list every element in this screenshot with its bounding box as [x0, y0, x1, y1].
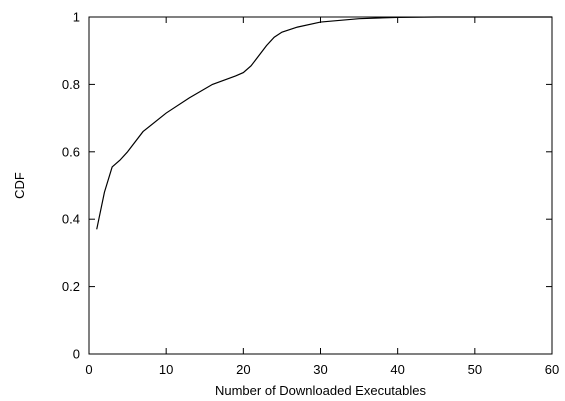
cdf-series-line — [96, 16, 552, 230]
x-tick-label: 30 — [313, 362, 327, 377]
plot-frame — [88, 16, 553, 355]
x-axis-label: Number of Downloaded Executables — [215, 383, 427, 398]
x-tick-label: 50 — [468, 362, 482, 377]
y-tick-label: 0 — [73, 347, 80, 362]
x-tick-label: 0 — [85, 362, 92, 377]
x-tick-label: 10 — [159, 362, 173, 377]
y-tick-label: 0.4 — [62, 212, 80, 227]
y-tick-label: 0.8 — [62, 77, 80, 92]
y-tick-label: 1 — [73, 10, 80, 25]
axis-ticks — [88, 16, 553, 355]
y-tick-label: 0.2 — [62, 279, 80, 294]
x-tick-label: 20 — [236, 362, 250, 377]
y-tick-label: 0.6 — [62, 144, 80, 159]
axis-tick-labels: 0 10 20 30 40 50 60 0 0.2 0.4 0.6 0.8 1 — [62, 10, 559, 378]
x-tick-label: 60 — [545, 362, 559, 377]
y-axis-label: CDF — [12, 172, 27, 199]
x-tick-label: 40 — [390, 362, 404, 377]
